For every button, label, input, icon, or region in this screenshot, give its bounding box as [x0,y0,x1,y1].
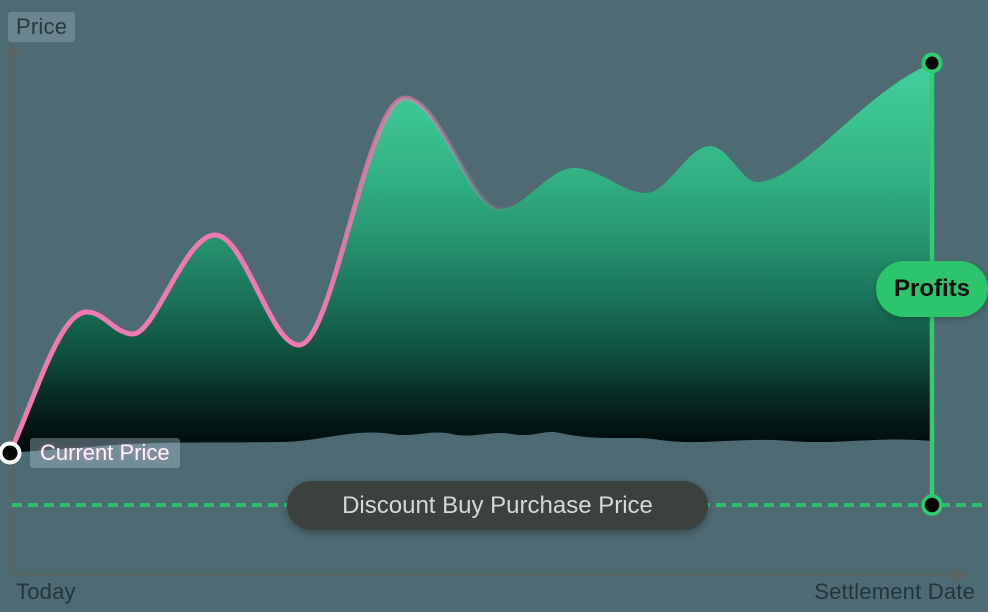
price-area [10,63,932,453]
y-axis-arrow-up-icon [6,43,20,57]
y-axis-and-x-axis-line [11,50,958,577]
price-line-pink [7,60,935,456]
x-axis-end-label: Settlement Date [814,579,975,604]
y-axis-label: Price [8,12,76,42]
current-price-label: Current Price [30,438,180,468]
current-price-dot [0,441,22,465]
discount-buy-purchase-price-pill: Discount Buy Purchase Price [287,481,708,530]
settlement-top-dot [921,52,943,74]
profits-badge: Profits [876,261,988,317]
x-axis-start-label: Today [16,579,76,604]
settlement-bottom-dot [921,494,943,516]
x-axis-arrow-right-icon [956,568,970,582]
